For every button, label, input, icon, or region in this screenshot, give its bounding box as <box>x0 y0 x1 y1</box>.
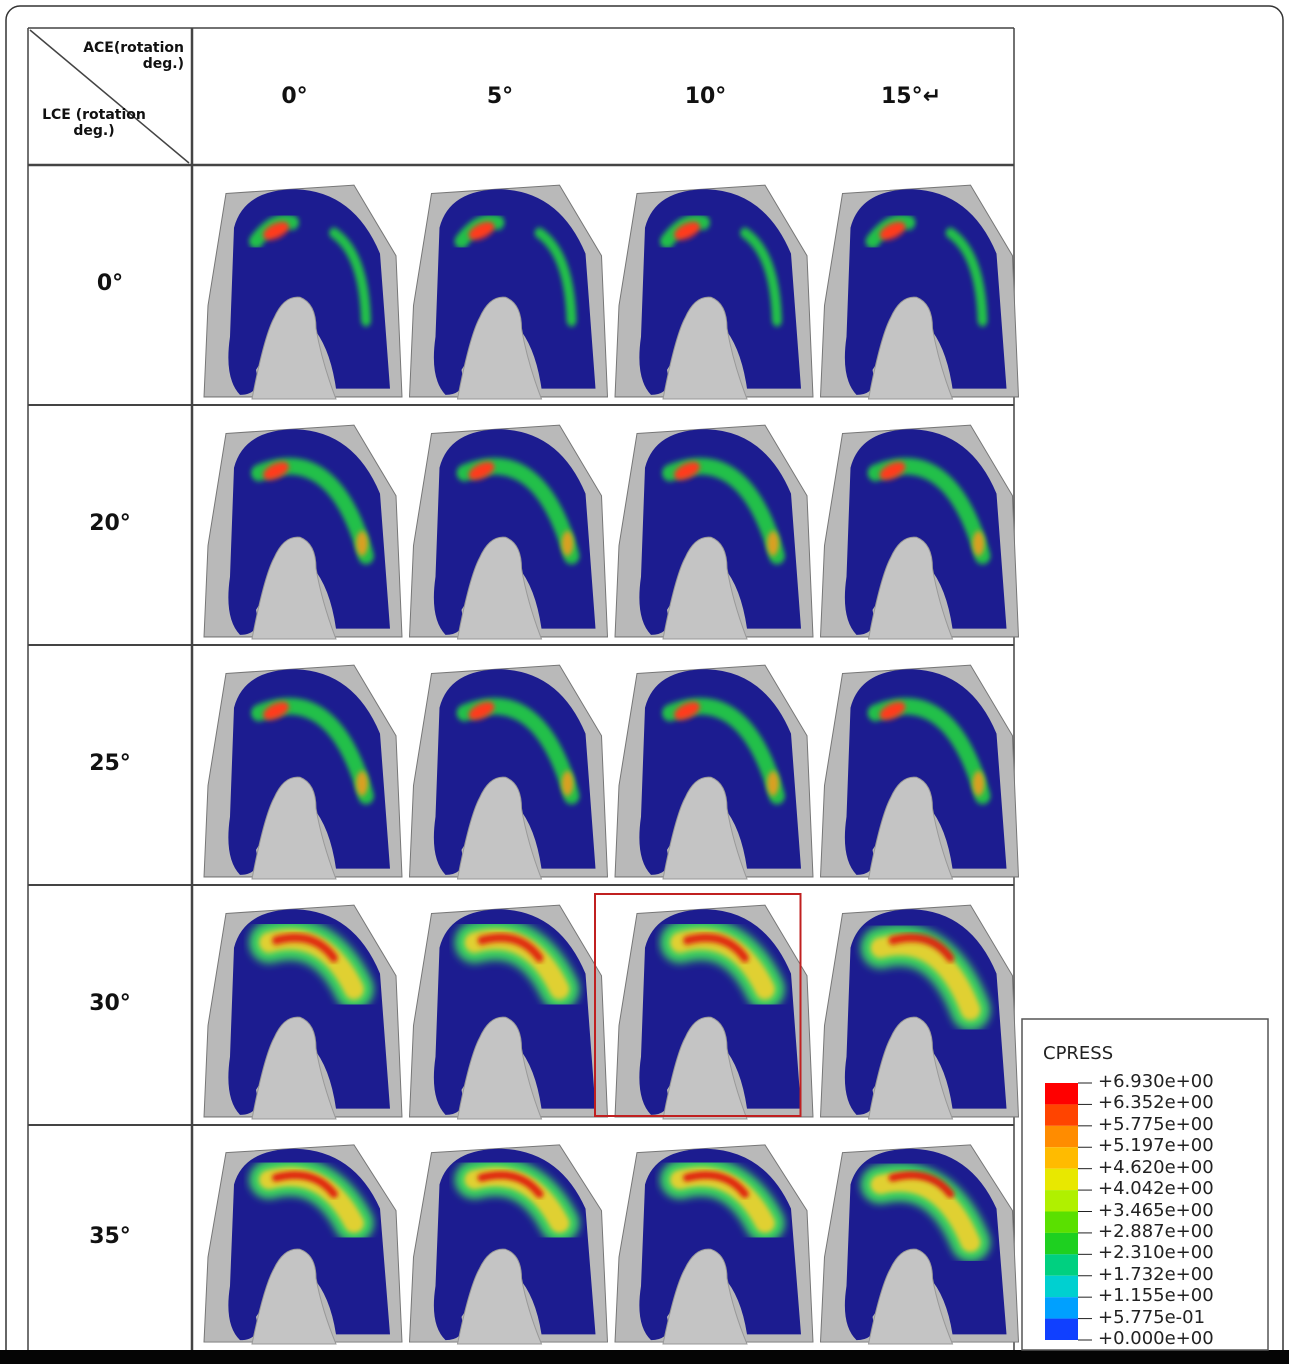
legend-label: +6.352e+00 <box>1098 1093 1214 1113</box>
contour-plot <box>821 185 1019 399</box>
row-header: 25° <box>28 751 192 776</box>
legend-swatch <box>1045 1104 1078 1125</box>
legend-label: +1.155e+00 <box>1098 1286 1214 1306</box>
contour-plot <box>410 425 608 639</box>
row-header: 30° <box>28 991 192 1016</box>
contour-plot <box>410 665 608 879</box>
legend-label: +5.775e-01 <box>1098 1308 1205 1328</box>
contour-plot <box>615 185 813 399</box>
column-header: 10° <box>603 84 808 109</box>
contour-plot <box>615 1145 813 1344</box>
contour-plot <box>615 665 813 879</box>
column-header: 0° <box>192 84 397 109</box>
legend-swatch <box>1045 1254 1078 1275</box>
contour-plot <box>410 905 608 1119</box>
legend-label: +2.310e+00 <box>1098 1243 1214 1263</box>
contour-plot <box>204 905 402 1119</box>
legend-label: +3.465e+00 <box>1098 1201 1214 1221</box>
pressure-spot <box>562 531 574 556</box>
contour-plot <box>204 1145 402 1344</box>
legend-label: +4.042e+00 <box>1098 1179 1214 1199</box>
legend-swatch <box>1045 1319 1078 1340</box>
pressure-spot <box>767 771 779 796</box>
legend-swatch <box>1045 1147 1078 1168</box>
corner-bottom: LCE (rotation deg.) <box>30 107 158 139</box>
row-header: 0° <box>28 271 192 296</box>
contour-plot <box>615 425 813 639</box>
legend-label: +4.620e+00 <box>1098 1158 1214 1178</box>
legend-label: +1.732e+00 <box>1098 1265 1214 1285</box>
figure-drawing <box>0 0 1289 1364</box>
contour-plot <box>821 905 1019 1119</box>
corner-top: ACE(rotation deg.) <box>66 40 184 72</box>
contour-plot <box>204 425 402 639</box>
contour-plot <box>410 185 608 399</box>
figure: ACE(rotation deg.) LCE (rotation deg.) C… <box>0 0 1289 1364</box>
legend-swatch <box>1045 1276 1078 1297</box>
contour-plot <box>204 665 402 879</box>
contour-plot <box>821 665 1019 879</box>
pressure-spot <box>356 771 368 796</box>
pressure-spot <box>973 531 985 556</box>
legend-title: CPRESS <box>1043 1044 1113 1064</box>
contour-plot <box>821 1145 1019 1344</box>
pressure-spot <box>973 771 985 796</box>
legend-label: +6.930e+00 <box>1098 1072 1214 1092</box>
legend-swatch <box>1045 1297 1078 1318</box>
legend-label: +5.775e+00 <box>1098 1115 1214 1135</box>
row-header: 20° <box>28 511 192 536</box>
row-header: 35° <box>28 1224 192 1249</box>
legend-swatch <box>1045 1233 1078 1254</box>
pressure-spot <box>767 531 779 556</box>
bottom-strip <box>0 1350 1289 1364</box>
contour-plot <box>204 185 402 399</box>
column-header: 5° <box>398 84 603 109</box>
legend-swatch <box>1045 1126 1078 1147</box>
pressure-spot <box>356 531 368 556</box>
column-header: 15°↵ <box>809 84 1014 109</box>
legend-label: +0.000e+00 <box>1098 1329 1214 1349</box>
contour-plot <box>615 905 813 1119</box>
legend-swatch <box>1045 1083 1078 1104</box>
legend-swatch <box>1045 1169 1078 1190</box>
legend-swatch <box>1045 1212 1078 1233</box>
legend-swatch <box>1045 1190 1078 1211</box>
contour-plot <box>821 425 1019 639</box>
legend-label: +5.197e+00 <box>1098 1136 1214 1156</box>
legend-label: +2.887e+00 <box>1098 1222 1214 1242</box>
pressure-spot <box>562 771 574 796</box>
contour-plot <box>410 1145 608 1344</box>
